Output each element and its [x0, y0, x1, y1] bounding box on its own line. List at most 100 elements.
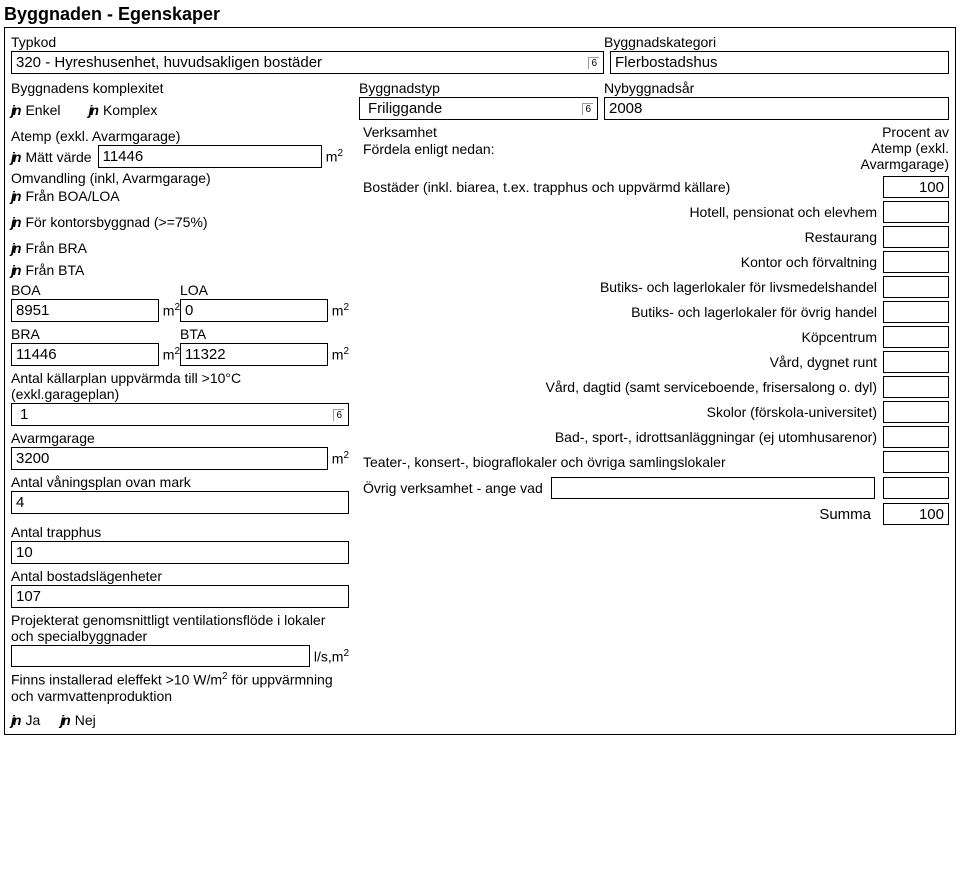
- verksamhet-item-label: Teater-, konsert-, biograflokaler och öv…: [363, 454, 883, 470]
- bra-input[interactable]: 11446: [11, 343, 159, 366]
- vaning-label: Antal våningsplan ovan mark: [11, 474, 349, 490]
- verksamhet-item-input[interactable]: [883, 401, 949, 423]
- ovrig-text-input[interactable]: [551, 477, 875, 499]
- radio-icon[interactable]: jn: [11, 149, 19, 165]
- verksamhet-item-input[interactable]: [883, 426, 949, 448]
- verksamhet-item-input[interactable]: [883, 276, 949, 298]
- vaning-input[interactable]: 4: [11, 491, 349, 514]
- byggtyp-value: Friliggande: [364, 100, 578, 117]
- boa-label: BOA: [11, 282, 180, 298]
- radio-icon[interactable]: jn: [11, 102, 19, 118]
- ovrig-value-input[interactable]: [883, 477, 949, 499]
- kategori-label: Byggnadskategori: [604, 34, 949, 50]
- bta-input[interactable]: 11322: [180, 343, 328, 366]
- boa-value: 8951: [16, 302, 154, 319]
- m2-unit: m2: [332, 346, 349, 363]
- matt-value: 11446: [103, 148, 317, 165]
- verksamhet-item-input[interactable]: [883, 301, 949, 323]
- nybygg-value: 2008: [609, 100, 944, 117]
- loa-value: 0: [185, 302, 323, 319]
- fran-bta-label: Från BTA: [25, 262, 84, 278]
- verksamhet-item-input[interactable]: [883, 326, 949, 348]
- verksamhet-item-label: Bad-, sport-, idrottsanläggningar (ej ut…: [363, 429, 883, 445]
- typkod-label: Typkod: [11, 34, 353, 50]
- dropdown-icon: 6: [333, 409, 344, 421]
- bta-label: BTA: [180, 326, 349, 342]
- komplex-enkel: Enkel: [25, 102, 60, 118]
- m2-unit: m2: [163, 302, 180, 319]
- verksamhet-item-label: Hotell, pensionat och elevhem: [363, 204, 883, 220]
- avarm-input[interactable]: 3200: [11, 447, 328, 470]
- trapphus-value: 10: [16, 544, 344, 561]
- radio-icon[interactable]: jn: [11, 262, 19, 278]
- verksamhet-item-input[interactable]: [883, 201, 949, 223]
- m2-unit: m2: [332, 450, 349, 467]
- boa-input[interactable]: 8951: [11, 299, 159, 322]
- radio-icon[interactable]: jn: [88, 102, 96, 118]
- verksamhet-item-input[interactable]: [883, 376, 949, 398]
- verksamhet-label: Verksamhet: [363, 124, 861, 140]
- m2-unit: m2: [163, 346, 180, 363]
- vent-input[interactable]: [11, 645, 310, 667]
- verksamhet-item-input[interactable]: [883, 226, 949, 248]
- komplex-komplex: Komplex: [103, 102, 157, 118]
- verksamhet-item-label: Vård, dygnet runt: [363, 354, 883, 370]
- dropdown-icon: 6: [588, 57, 599, 69]
- nybygg-field[interactable]: 2008: [604, 97, 949, 120]
- dropdown-icon: 6: [582, 103, 593, 115]
- verksamhet-item-label: Restaurang: [363, 229, 883, 245]
- procent-header: Procent av Atemp (exkl. Avarmgarage): [861, 124, 949, 172]
- radio-icon[interactable]: jn: [60, 712, 68, 728]
- atemp-label: Atemp (exkl. Avarmgarage): [11, 128, 349, 144]
- verksamhet-item-label: Kontor och förvaltning: [363, 254, 883, 270]
- typkod-select[interactable]: 320 - Hyreshusenhet, huvudsakligen bostä…: [11, 51, 604, 74]
- nybygg-label: Nybyggnadsår: [604, 80, 949, 96]
- bra-label: BRA: [11, 326, 180, 342]
- radio-icon[interactable]: jn: [11, 240, 19, 256]
- eleffekt-label: Finns installerad eleffekt >10 W/m2 för …: [11, 671, 349, 704]
- kategori-field: Flerbostadshus: [610, 51, 949, 74]
- verksamhet-item-label: Butiks- och lagerlokaler för övrig hande…: [363, 304, 883, 320]
- verksamhet-item-input[interactable]: [883, 251, 949, 273]
- radio-icon[interactable]: jn: [11, 712, 19, 728]
- verksamhet-item-input[interactable]: [883, 451, 949, 473]
- kontors-label: För kontorsbyggnad (>=75%): [25, 214, 207, 230]
- kallarplan-label: Antal källarplan uppvärmda till >10°C (e…: [11, 370, 349, 402]
- bra-value: 11446: [16, 346, 154, 363]
- kallarplan-value: 1: [16, 406, 329, 423]
- verksamhet-item-input[interactable]: [883, 351, 949, 373]
- fran-bra-label: Från BRA: [25, 240, 86, 256]
- summa-label: Summa: [819, 506, 871, 523]
- loa-input[interactable]: 0: [180, 299, 328, 322]
- lagen-label: Antal bostadslägenheter: [11, 568, 349, 584]
- komplex-label: Byggnadens komplexitet: [11, 80, 353, 96]
- byggtyp-label: Byggnadstyp: [359, 80, 598, 96]
- verksamhet-item-label: Butiks- och lagerlokaler för livsmedelsh…: [363, 279, 883, 295]
- matt-input[interactable]: 11446: [98, 145, 322, 168]
- kallarplan-select[interactable]: 1 6: [11, 403, 349, 426]
- verksamhet-item-label: Skolor (förskola-universitet): [363, 404, 883, 420]
- m2-unit: m2: [332, 302, 349, 319]
- radio-icon[interactable]: jn: [11, 188, 19, 204]
- vent-label: Projekterat genomsnittligt ventilationsf…: [11, 612, 349, 644]
- radio-icon[interactable]: jn: [11, 214, 19, 230]
- vent-unit: l/s,m2: [314, 648, 349, 665]
- vaning-value: 4: [16, 494, 344, 511]
- typkod-value: 320 - Hyreshusenhet, huvudsakligen bostä…: [16, 54, 584, 71]
- trapphus-label: Antal trapphus: [11, 524, 349, 540]
- verksamhet-item-input[interactable]: 100: [883, 176, 949, 198]
- fordela-label: Fördela enligt nedan:: [363, 141, 861, 157]
- omv-label: Omvandling (inkl, Avarmgarage): [11, 170, 349, 186]
- verksamhet-item-label: Vård, dagtid (samt serviceboende, friser…: [363, 379, 883, 395]
- nej-label: Nej: [75, 712, 96, 728]
- lagen-input[interactable]: 107: [11, 585, 349, 608]
- byggtyp-select[interactable]: Friliggande 6: [359, 97, 598, 120]
- trapphus-input[interactable]: 10: [11, 541, 349, 564]
- avarm-label: Avarmgarage: [11, 430, 349, 446]
- verksamhet-list: Bostäder (inkl. biarea, t.ex. trapphus o…: [363, 176, 949, 473]
- ovrig-label: Övrig verksamhet - ange vad: [363, 480, 543, 496]
- kategori-value: Flerbostadshus: [615, 54, 944, 71]
- fran-boa-label: Från BOA/LOA: [25, 188, 119, 204]
- ja-label: Ja: [25, 712, 40, 728]
- avarm-value: 3200: [16, 450, 323, 467]
